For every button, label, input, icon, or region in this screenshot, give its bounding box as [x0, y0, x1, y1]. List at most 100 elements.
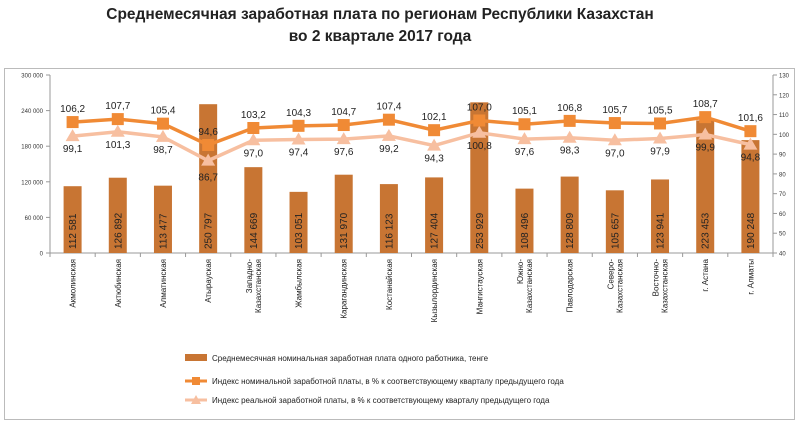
bar-label: 116 123 [384, 213, 395, 249]
nominal-index-label: 107,4 [376, 102, 401, 113]
real-index-label: 98,3 [560, 146, 580, 157]
right-tick-label: 80 [779, 172, 786, 178]
nominal-index-marker [337, 119, 350, 132]
right-tick-label: 130 [779, 74, 790, 80]
bar [515, 188, 534, 253]
real-index-marker [336, 132, 351, 145]
real-index-marker [201, 153, 216, 166]
real-index-label: 86,7 [198, 173, 218, 184]
nominal-index-label: 105,7 [602, 105, 627, 116]
bar-label: 131 970 [339, 212, 350, 249]
real-index-marker [155, 129, 170, 142]
nominal-index-label: 105,5 [648, 105, 673, 116]
nominal-index-label: 105,4 [150, 106, 175, 117]
real-index-marker [65, 129, 80, 142]
legend-real-label: Индекс реальной заработной платы, в % к … [212, 396, 550, 405]
real-index-marker [246, 133, 261, 146]
nominal-index-marker [563, 114, 576, 127]
real-index-label: 94,8 [741, 153, 761, 164]
real-index-label: 94,3 [424, 154, 444, 165]
category-label: Акмолинская [69, 259, 78, 308]
bar [108, 177, 127, 253]
bar [379, 184, 398, 253]
real-index-label: 97,6 [515, 147, 535, 158]
real-index-marker [517, 132, 532, 145]
real-index-label: 100,8 [467, 141, 492, 152]
right-tick-label: 100 [779, 133, 790, 139]
real-index-marker [653, 131, 668, 144]
real-index-marker [110, 124, 125, 137]
real-index-marker [381, 128, 396, 141]
nominal-index-label: 94,6 [198, 127, 218, 138]
nominal-index-label: 107,7 [105, 101, 130, 112]
bar-label: 123 941 [656, 212, 667, 249]
bar [153, 185, 172, 253]
real-index-label: 97,9 [650, 146, 670, 157]
left-tick-label: 180 000 [21, 145, 43, 151]
nominal-index-marker [428, 124, 441, 137]
bar [741, 140, 760, 253]
real-index-label: 101,3 [105, 140, 130, 151]
right-tick-label: 110 [779, 113, 789, 119]
category-label: г. Алматы [746, 259, 755, 295]
nominal-index-marker [247, 122, 260, 135]
right-tick-label: 50 [779, 232, 786, 238]
nominal-index-marker [608, 117, 621, 130]
chart-title: Среднемесячная заработная плата по регио… [0, 4, 760, 48]
category-label: Павлодарская [566, 259, 575, 312]
real-index-label: 98,7 [153, 145, 173, 156]
real-index-marker [698, 127, 713, 140]
nominal-index-label: 106,2 [60, 104, 85, 115]
nominal-index-marker [156, 117, 169, 130]
category-label: Актюбинская [114, 259, 123, 308]
left-tick-label: 300 000 [21, 74, 43, 80]
bar-label: 108 496 [520, 212, 531, 249]
chart-frame [4, 68, 795, 420]
real-index-label: 99,1 [63, 144, 83, 155]
real-index-line [72, 130, 751, 163]
nominal-index-label: 102,1 [422, 112, 447, 123]
bar-label: 113 477 [158, 213, 169, 249]
nominal-index-marker [202, 139, 215, 152]
left-tick-label: 240 000 [21, 109, 43, 115]
title-line-1: Среднемесячная заработная плата по регио… [106, 6, 654, 23]
real-index-label: 99,9 [695, 143, 715, 154]
nominal-index-label: 108,7 [693, 99, 718, 110]
bar-label: 103 051 [294, 212, 305, 249]
category-label: Казахстанская [615, 259, 624, 313]
category-label: Казахстанская [661, 259, 670, 313]
bar [63, 186, 82, 253]
nominal-index-label: 104,7 [331, 107, 356, 118]
nominal-index-marker [292, 119, 305, 132]
nominal-index-label: 101,6 [738, 113, 763, 124]
real-index-label: 97,0 [605, 148, 625, 159]
bar-label: 105 657 [610, 212, 621, 249]
nominal-index-label: 105,1 [512, 106, 537, 117]
bar-label: 190 248 [746, 212, 757, 249]
nominal-index-marker [518, 118, 531, 131]
left-tick-label: 60 000 [25, 216, 44, 222]
category-label: Жамбылская [295, 259, 304, 308]
category-label: г. Астана [701, 258, 710, 291]
real-index-marker [427, 138, 442, 151]
bar [560, 176, 579, 253]
real-index-label: 97,4 [289, 147, 309, 158]
nominal-index-label: 107,0 [467, 102, 492, 113]
nominal-index-marker [744, 125, 757, 138]
left-tick-label: 120 000 [21, 180, 43, 186]
category-label: Алматинская [159, 259, 168, 308]
bar-label: 223 453 [701, 212, 712, 249]
nominal-index-marker [699, 111, 712, 124]
category-label: Южно- [516, 259, 525, 284]
legend-nominal-label: Индекс номинальной заработной платы, в %… [212, 377, 564, 386]
left-tick-label: 0 [40, 252, 44, 258]
nominal-index-label: 106,8 [557, 103, 582, 114]
real-index-marker [607, 133, 622, 146]
bar-label: 253 929 [475, 212, 486, 249]
category-label: Казахстанская [525, 259, 534, 313]
category-label: Восточно- [652, 259, 661, 297]
nominal-index-label: 103,2 [241, 110, 266, 121]
right-tick-label: 40 [779, 252, 786, 258]
nominal-index-line [72, 115, 751, 147]
